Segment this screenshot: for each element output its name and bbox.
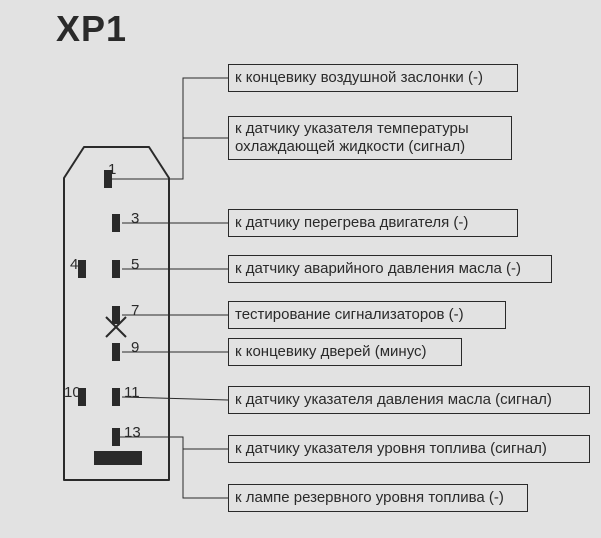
pin-number-9: 9 <box>131 339 139 356</box>
label-l14: к лампе резервного уровня топлива (-) <box>228 484 528 512</box>
label-l9: к концевику дверей (минус) <box>228 338 462 366</box>
pin-number-11: 11 <box>124 384 140 401</box>
label-l11: к датчику указателя давления масла (сигн… <box>228 386 590 414</box>
label-l5: к датчику аварийного давления масла (-) <box>228 255 552 283</box>
diagram-title: XP1 <box>56 8 127 50</box>
label-l1: к концевику воздушной заслонки (-) <box>228 64 518 92</box>
label-l2: к датчику указателя температуры охлаждаю… <box>228 116 512 160</box>
pin-number-1: 1 <box>108 161 116 178</box>
pin-number-7: 7 <box>131 302 139 319</box>
pin-number-5: 5 <box>131 256 139 273</box>
pin-number-3: 3 <box>131 210 139 227</box>
pin-number-4: 4 <box>70 256 78 273</box>
label-l7: тестирование сигнализаторов (-) <box>228 301 506 329</box>
label-l13: к датчику указателя уровня топлива (сигн… <box>228 435 590 463</box>
label-l3: к датчику перегрева двигателя (-) <box>228 209 518 237</box>
pin-number-13: 13 <box>124 424 141 441</box>
pin-number-10: 10 <box>64 384 81 401</box>
